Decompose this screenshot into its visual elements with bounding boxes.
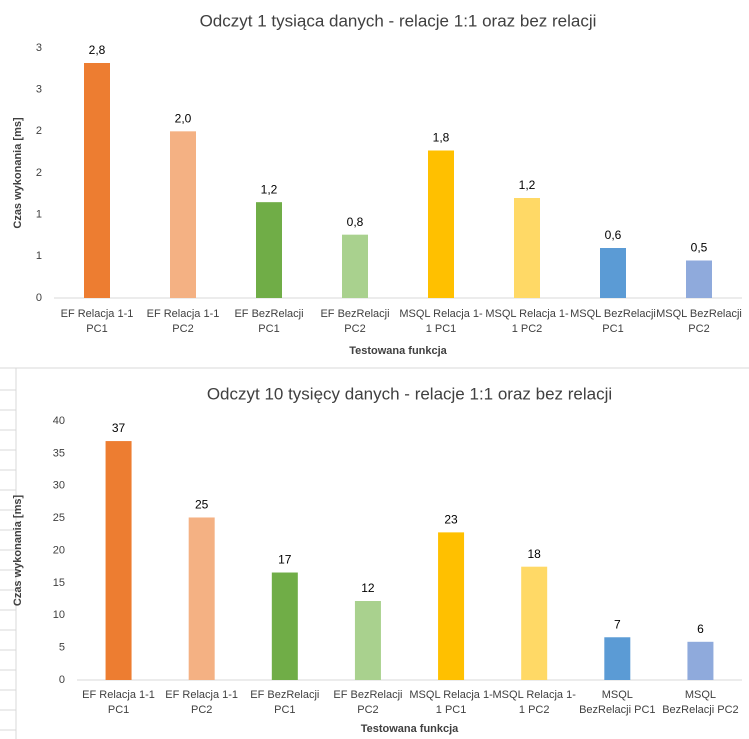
bar	[84, 63, 110, 298]
y-tick-label: 35	[53, 447, 65, 459]
x-tick-label: BezRelacji PC2	[662, 704, 738, 716]
data-label: 12	[361, 581, 375, 595]
bar	[105, 441, 132, 680]
x-tick-label: 1 PC2	[519, 704, 550, 716]
x-tick-label: MSQL	[602, 689, 633, 701]
x-axis-title: Testowana funkcja	[349, 345, 447, 357]
bar	[438, 532, 465, 680]
y-tick-label: 30	[53, 480, 65, 492]
bar	[686, 260, 712, 298]
bar	[521, 566, 548, 680]
x-tick-label: MSQL Relacja 1-	[399, 308, 483, 320]
x-tick-label: EF BezRelacji	[333, 689, 402, 701]
x-tick-label: EF Relacja 1-1	[61, 308, 134, 320]
y-axis-title: Czas wykonania [ms]	[12, 495, 24, 607]
y-axis-title: Czas wykonania [ms]	[12, 117, 24, 229]
data-label: 23	[444, 513, 458, 527]
y-tick-label: 40	[53, 415, 65, 427]
x-tick-label: PC1	[86, 323, 107, 335]
data-label: 1,2	[519, 178, 536, 192]
data-label: 18	[528, 547, 542, 561]
bar	[188, 517, 215, 680]
data-label: 1,8	[433, 131, 450, 145]
x-tick-label: EF BezRelacji	[250, 689, 319, 701]
bar	[170, 131, 196, 298]
x-tick-label: MSQL BezRelacji	[570, 308, 656, 320]
x-tick-label: PC2	[688, 323, 709, 335]
bar	[600, 248, 626, 298]
bar	[342, 234, 368, 298]
y-tick-label: 3	[36, 84, 42, 96]
y-tick-label: 20	[53, 544, 65, 556]
data-label: 0,5	[691, 241, 708, 255]
x-tick-label: EF Relacja 1-1	[147, 308, 220, 320]
y-tick-label: 1	[36, 250, 42, 262]
x-tick-label: EF Relacja 1-1	[165, 689, 238, 701]
bar	[256, 202, 282, 298]
x-axis-title: Testowana funkcja	[361, 723, 459, 735]
x-tick-label: 1 PC1	[426, 323, 457, 335]
x-tick-label: EF BezRelacji	[234, 308, 303, 320]
x-tick-label: PC1	[274, 704, 295, 716]
y-tick-label: 0	[59, 674, 65, 686]
x-tick-label: PC2	[191, 704, 212, 716]
y-tick-label: 5	[59, 642, 65, 654]
chart-title: Odczyt 10 tysięcy danych - relacje 1:1 o…	[207, 384, 612, 403]
bar	[354, 601, 381, 680]
data-label: 17	[278, 553, 292, 567]
data-label: 0,6	[605, 228, 622, 242]
bar	[428, 150, 454, 298]
bar	[604, 637, 631, 680]
data-label: 2,0	[175, 112, 192, 126]
data-label: 2,8	[89, 43, 106, 57]
chart-title: Odczyt 1 tysiąca danych - relacje 1:1 or…	[200, 11, 597, 30]
x-tick-label: PC1	[602, 323, 623, 335]
x-tick-label: EF Relacja 1-1	[82, 689, 155, 701]
x-tick-label: EF BezRelacji	[320, 308, 389, 320]
x-tick-label: MSQL Relacja 1-	[485, 308, 569, 320]
sheet-grid	[0, 367, 749, 739]
x-tick-label: PC1	[258, 323, 279, 335]
x-tick-label: 1 PC2	[512, 323, 543, 335]
x-tick-label: PC2	[357, 704, 378, 716]
y-tick-label: 3	[36, 42, 42, 54]
x-tick-label: MSQL Relacja 1-	[409, 689, 493, 701]
x-tick-label: PC1	[108, 704, 129, 716]
x-tick-label: 1 PC1	[436, 704, 467, 716]
x-tick-label: MSQL BezRelacji	[656, 308, 742, 320]
x-tick-label: BezRelacji PC1	[579, 704, 655, 716]
data-label: 37	[112, 421, 126, 435]
y-tick-label: 25	[53, 512, 65, 524]
data-label: 25	[195, 498, 209, 512]
x-tick-label: PC2	[344, 323, 365, 335]
bar	[514, 198, 540, 298]
bar	[687, 641, 714, 680]
x-tick-label: PC2	[172, 323, 193, 335]
data-label: 6	[697, 622, 704, 636]
y-tick-label: 0	[36, 292, 42, 304]
y-tick-label: 2	[36, 125, 42, 137]
x-tick-label: MSQL	[685, 689, 716, 701]
y-tick-label: 2	[36, 167, 42, 179]
data-label: 7	[614, 617, 621, 631]
y-tick-label: 15	[53, 577, 65, 589]
y-tick-label: 10	[53, 609, 65, 621]
data-label: 1,2	[261, 182, 278, 196]
x-tick-label: MSQL Relacja 1-	[493, 689, 577, 701]
data-label: 0,8	[347, 215, 364, 229]
bar	[271, 572, 298, 680]
y-tick-label: 1	[36, 209, 42, 221]
